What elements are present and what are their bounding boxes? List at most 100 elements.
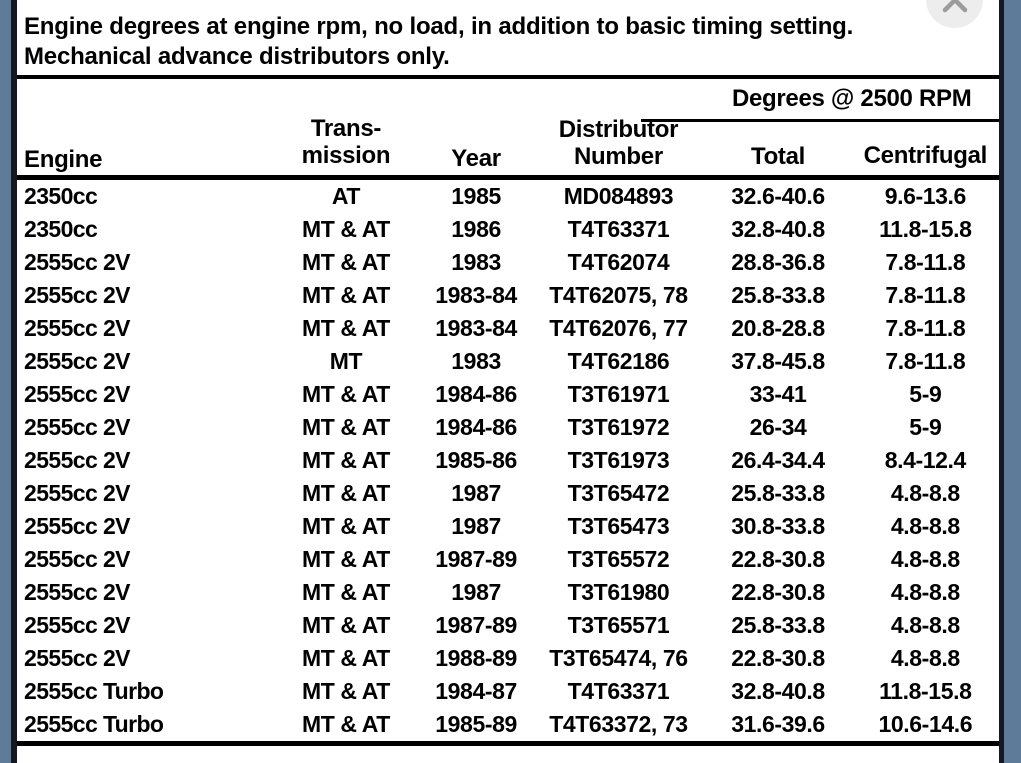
- table-row: 2555cc 2V MT & AT 1987-89 T3T65572 22.8-…: [17, 543, 999, 576]
- cell-engine: 2555cc 2V: [24, 381, 130, 407]
- cell-transmission: MT & AT: [302, 546, 390, 572]
- cell-distributor-number: T3T61980: [567, 579, 670, 605]
- table-row: 2555cc 2V MT & AT 1983-84 T4T62075, 78 2…: [17, 279, 999, 312]
- cell-distributor-number: T3T61971: [567, 381, 670, 407]
- cell-distributor-number: T4T63371: [567, 678, 670, 704]
- table-bottom-rule: [17, 741, 999, 746]
- cell-transmission: MT & AT: [302, 645, 390, 671]
- cell-total: 25.8-33.8: [731, 282, 825, 308]
- cell-transmission: MT & AT: [302, 315, 390, 341]
- cell-transmission: MT & AT: [302, 282, 390, 308]
- cell-total: 20.8-28.8: [731, 315, 825, 341]
- cell-year: 1983-84: [435, 315, 517, 341]
- table-row: 2555cc Turbo MT & AT 1984-87 T4T63371 32…: [17, 675, 999, 708]
- cell-year: 1984-86: [435, 414, 517, 440]
- document-note: Engine degrees at engine rpm, no load, i…: [17, 0, 999, 72]
- cell-year: 1983: [451, 348, 501, 374]
- cell-year: 1985-89: [435, 711, 517, 737]
- cell-centrifugal: 4.8-8.8: [890, 513, 960, 539]
- cell-year: 1987-89: [435, 612, 517, 638]
- cell-year: 1988-89: [435, 645, 517, 671]
- cell-engine: 2555cc 2V: [24, 414, 130, 440]
- cell-total: 26-34: [749, 414, 807, 440]
- cell-centrifugal: 7.8-11.8: [885, 348, 966, 374]
- cell-centrifugal: 8.4-12.4: [884, 447, 967, 473]
- cell-engine: 2555cc 2V: [24, 447, 130, 473]
- cell-total: 32.8-40.8: [731, 678, 825, 704]
- cell-year: 1983: [451, 249, 501, 275]
- cell-total: 22.8-30.8: [731, 579, 825, 605]
- cell-engine: 2555cc 2V: [24, 645, 130, 671]
- cell-total: 25.8-33.8: [731, 480, 825, 506]
- cell-centrifugal: 7.8-11.8: [885, 249, 966, 275]
- cell-centrifugal: 7.8-11.8: [885, 315, 966, 341]
- column-header-transmission: Trans- mission: [272, 115, 419, 169]
- cell-year: 1983-84: [435, 282, 517, 308]
- cell-year: 1985: [451, 183, 501, 209]
- cell-engine: 2555cc Turbo: [24, 678, 164, 704]
- cell-centrifugal: 10.6-14.6: [878, 711, 973, 737]
- cell-transmission: MT & AT: [302, 513, 390, 539]
- close-icon: [938, 0, 972, 17]
- cell-distributor-number: T3T65473: [567, 513, 670, 539]
- transmission-header-line2: mission: [301, 142, 391, 169]
- cell-engine: 2555cc 2V: [24, 249, 130, 275]
- cell-distributor-number: T3T65571: [567, 612, 670, 638]
- cell-transmission: MT & AT: [302, 414, 390, 440]
- cell-total: 28.8-36.8: [731, 249, 825, 275]
- column-header-distributor-number: Distributor Number: [533, 116, 705, 170]
- cell-distributor-number: T3T65572: [567, 546, 670, 572]
- note-line-2: Mechanical advance distributors only.: [24, 43, 450, 70]
- cell-centrifugal: 4.8-8.8: [890, 480, 960, 506]
- cell-transmission: MT & AT: [302, 579, 390, 605]
- table-row: 2350cc AT 1985 MD084893 32.6-40.6 9.6-13…: [17, 180, 999, 213]
- cell-engine: 2555cc 2V: [24, 612, 130, 638]
- cell-transmission: MT & AT: [302, 678, 390, 704]
- table-row: 2555cc 2V MT & AT 1983-84 T4T62076, 77 2…: [17, 312, 999, 345]
- cell-centrifugal: 11.8-15.8: [879, 678, 972, 704]
- cell-distributor-number: T4T62074: [567, 249, 670, 275]
- cell-total: 22.8-30.8: [731, 546, 825, 572]
- cell-year: 1984-86: [435, 381, 517, 407]
- cell-total: 25.8-33.8: [731, 612, 825, 638]
- cell-total: 30.8-33.8: [731, 513, 825, 539]
- cell-total: 31.6-39.6: [731, 711, 825, 737]
- cell-centrifugal: 4.8-8.8: [890, 612, 960, 638]
- cell-engine: 2555cc 2V: [24, 282, 130, 308]
- cell-distributor-number: T3T61972: [567, 414, 670, 440]
- cell-distributor-number: T4T62186: [567, 348, 670, 374]
- cell-centrifugal: 7.8-11.8: [885, 282, 966, 308]
- cell-year: 1987: [451, 579, 501, 605]
- cell-total: 22.8-30.8: [731, 645, 825, 671]
- note-underline: [17, 75, 999, 79]
- column-header-engine: Engine: [24, 146, 103, 173]
- cell-engine: 2350cc: [24, 216, 98, 242]
- cell-total: 26.4-34.4: [731, 447, 825, 473]
- cell-centrifugal: 9.6-13.6: [884, 183, 967, 209]
- cell-centrifugal: 11.8-15.8: [879, 216, 972, 242]
- cell-centrifugal: 4.8-8.8: [890, 645, 960, 671]
- cell-centrifugal: 4.8-8.8: [890, 579, 960, 605]
- table-row: 2555cc 2V MT & AT 1988-89 T3T65474, 76 2…: [17, 642, 999, 675]
- column-header-total: Total: [750, 143, 806, 170]
- table-row: 2555cc 2V MT & AT 1987 T3T65472 25.8-33.…: [17, 477, 999, 510]
- cell-engine: 2555cc 2V: [24, 348, 130, 374]
- cell-engine: 2555cc 2V: [24, 480, 130, 506]
- cell-engine: 2350cc: [24, 183, 98, 209]
- column-group-degrees: Degrees @ 2500 RPM: [731, 85, 972, 112]
- cell-year: 1987: [451, 513, 501, 539]
- cell-distributor-number: T3T65474, 76: [549, 645, 688, 671]
- table-row: 2350cc MT & AT 1986 T4T63371 32.8-40.8 1…: [17, 213, 999, 246]
- cell-distributor-number: T4T62076, 77: [549, 315, 688, 341]
- table-row: 2555cc 2V MT & AT 1983 T4T62074 28.8-36.…: [17, 246, 999, 279]
- cell-transmission: MT & AT: [302, 711, 390, 737]
- cell-total: 32.8-40.8: [731, 216, 825, 242]
- distributor-header-line2: Number: [574, 143, 663, 170]
- cell-engine: 2555cc 2V: [24, 546, 130, 572]
- header-rule: [17, 175, 999, 180]
- cell-total: 33-41: [749, 381, 807, 407]
- cell-distributor-number: T4T62075, 78: [549, 282, 688, 308]
- cell-distributor-number: T3T61973: [567, 447, 670, 473]
